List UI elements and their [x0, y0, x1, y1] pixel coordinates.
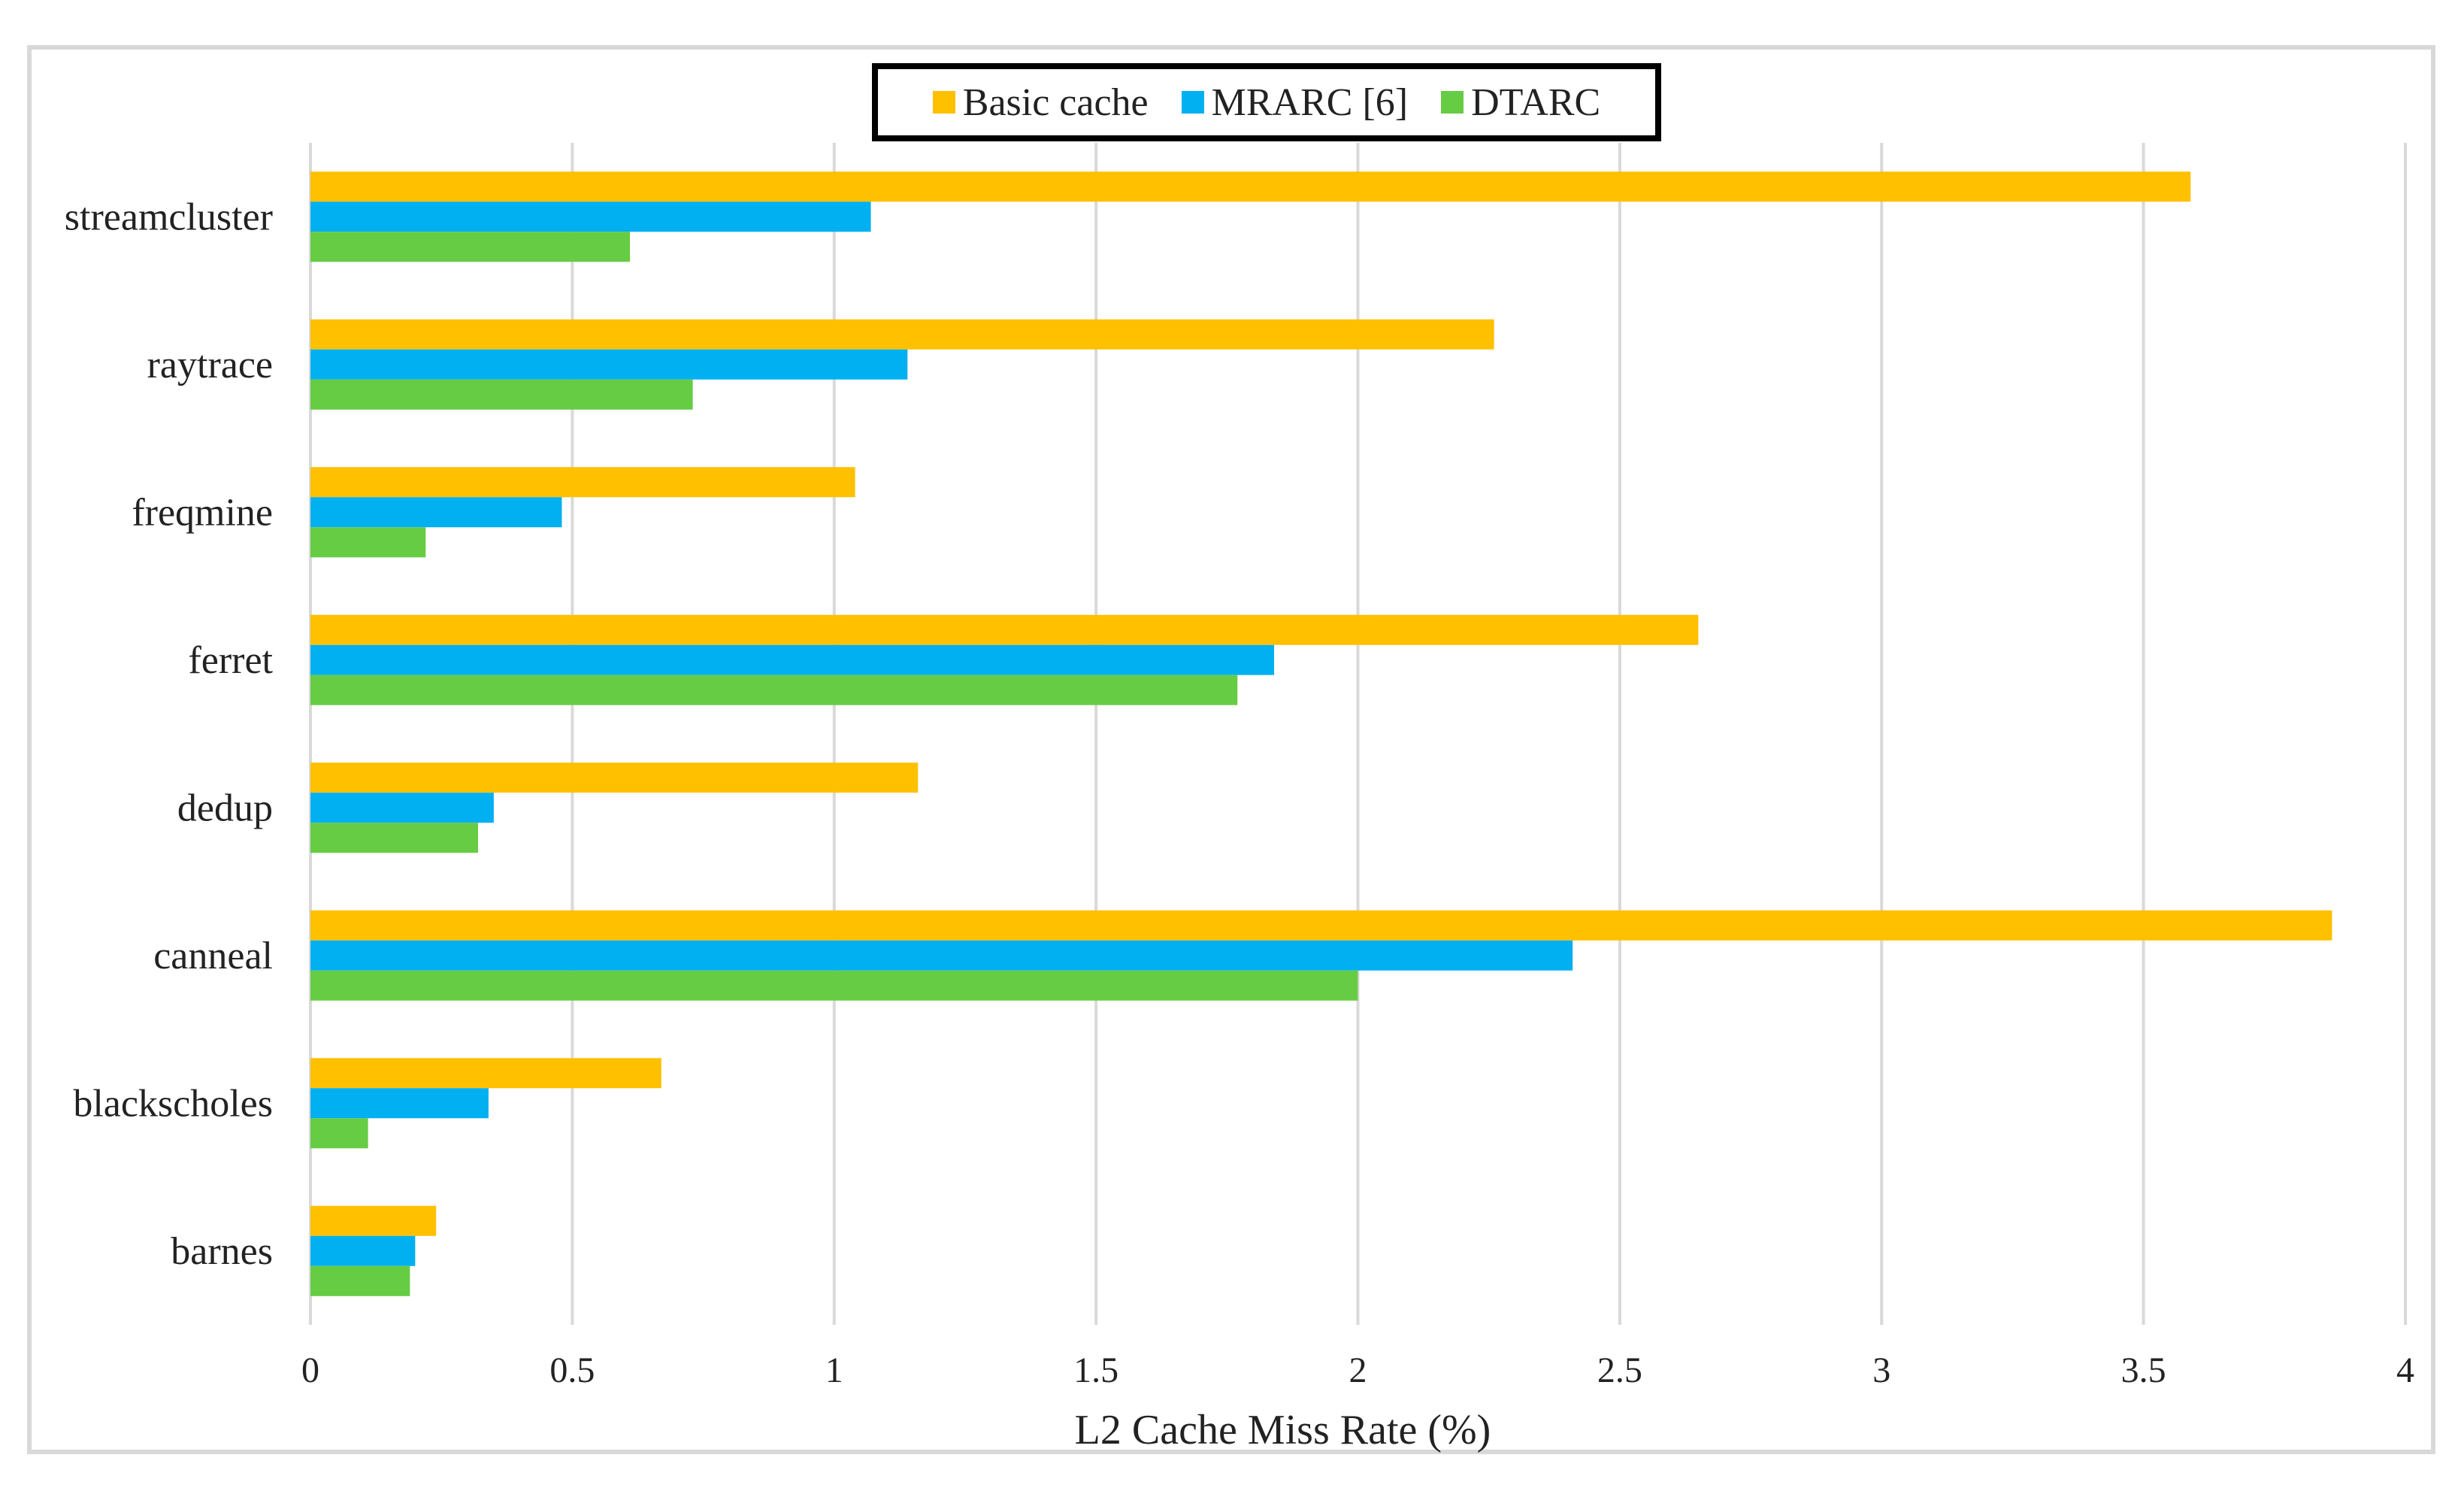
legend: Basic cache MRARC [6] DTARC	[872, 63, 1661, 141]
bar-blackscholes-dtarc	[310, 1118, 368, 1149]
bar-streamcluster-dtarc	[310, 232, 631, 262]
x-tick-labels: 0 0.5 1 1.5 2 2.5 3 3.5 4	[301, 1350, 2414, 1390]
legend-label-basic-cache: Basic cache	[962, 80, 1149, 124]
category-label-raytrace: raytrace	[147, 344, 273, 386]
category-label-canneal: canneal	[153, 935, 273, 977]
bar-dedup-mrarc-6	[310, 792, 494, 823]
bar-canneal-dtarc	[310, 970, 1358, 1001]
category-label-ferret: ferret	[188, 639, 273, 682]
x-tick-label: 2.5	[1597, 1350, 1642, 1390]
bar-raytrace-basic-cache	[310, 319, 1494, 350]
bar-raytrace-dtarc	[310, 379, 693, 410]
bar-freqmine-dtarc	[310, 527, 426, 558]
x-tick-label: 1.5	[1073, 1350, 1118, 1390]
x-tick-label: 0.5	[549, 1350, 595, 1390]
bar-barnes-basic-cache	[310, 1205, 437, 1236]
x-tick-label: 0	[301, 1350, 319, 1390]
legend-entry-dtarc: DTARC	[1441, 80, 1600, 125]
bar-raytrace-mrarc-6	[310, 349, 908, 380]
bar-canneal-basic-cache	[310, 910, 2332, 941]
category-label-freqmine: freqmine	[132, 491, 273, 534]
category-label-dedup: dedup	[177, 786, 273, 829]
bar-freqmine-mrarc-6	[310, 497, 562, 528]
bars	[310, 171, 2332, 1296]
x-tick-label: 1	[825, 1350, 843, 1390]
bar-ferret-dtarc	[310, 674, 1238, 705]
bar-streamcluster-basic-cache	[310, 171, 2191, 202]
category-labels: streamcluster raytrace freqmine ferret dedup…	[65, 195, 274, 1273]
legend-swatch-mrarc	[1181, 91, 1204, 114]
legend-label-mrarc: MRARC [6]	[1211, 80, 1409, 124]
bar-dedup-dtarc	[310, 823, 478, 853]
x-axis-title: L2 Cache Miss Rate (%)	[1075, 1407, 1491, 1453]
bar-dedup-basic-cache	[310, 762, 919, 793]
category-label-barnes: barnes	[171, 1230, 273, 1273]
bar-streamcluster-mrarc-6	[310, 202, 871, 232]
bar-blackscholes-basic-cache	[310, 1058, 661, 1089]
bar-ferret-mrarc-6	[310, 644, 1275, 675]
category-label-blackscholes: blackscholes	[73, 1082, 273, 1125]
category-label-streamcluster: streamcluster	[65, 195, 273, 238]
x-tick-label: 4	[2396, 1350, 2414, 1390]
bar-freqmine-basic-cache	[310, 467, 855, 498]
bar-barnes-mrarc-6	[310, 1235, 416, 1266]
legend-swatch-dtarc	[1441, 91, 1464, 114]
x-tick-label: 3	[1872, 1350, 1890, 1390]
legend-entry-basic-cache: Basic cache	[932, 80, 1149, 125]
x-tick-label: 2	[1349, 1350, 1367, 1390]
bar-blackscholes-mrarc-6	[310, 1088, 489, 1119]
bar-ferret-basic-cache	[310, 614, 1699, 645]
x-tick-label: 3.5	[2121, 1350, 2166, 1390]
legend-entry-mrarc: MRARC [6]	[1181, 80, 1409, 125]
bar-barnes-dtarc	[310, 1265, 410, 1296]
bar-canneal-mrarc-6	[310, 940, 1573, 971]
legend-label-dtarc: DTARC	[1471, 80, 1601, 124]
legend-swatch-basic-cache	[932, 91, 955, 114]
